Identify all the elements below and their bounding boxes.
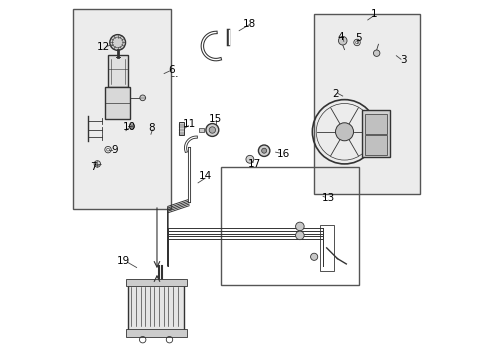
Circle shape (295, 222, 304, 231)
Circle shape (205, 123, 218, 136)
Text: 11: 11 (182, 119, 195, 129)
Bar (179, 122, 184, 135)
Text: 18: 18 (243, 18, 256, 28)
Text: 15: 15 (209, 113, 222, 123)
Text: 17: 17 (247, 158, 261, 168)
Circle shape (140, 95, 145, 101)
Circle shape (94, 161, 101, 167)
Text: 9: 9 (111, 145, 118, 155)
Circle shape (295, 231, 304, 240)
Text: 14: 14 (198, 171, 211, 181)
Text: 4: 4 (337, 32, 344, 42)
Bar (319, 225, 333, 271)
Text: 7: 7 (89, 162, 96, 172)
Bar (73, 9, 171, 208)
Bar (125, 329, 186, 337)
Circle shape (261, 148, 266, 153)
Circle shape (338, 36, 346, 45)
Text: 19: 19 (117, 256, 130, 266)
Circle shape (110, 35, 125, 50)
Text: 3: 3 (399, 55, 406, 65)
Bar (105, 87, 130, 119)
Text: 16: 16 (276, 149, 289, 159)
Bar (198, 128, 203, 132)
Text: 8: 8 (148, 123, 155, 133)
Text: 2: 2 (332, 89, 338, 99)
Bar (221, 167, 358, 285)
Text: 13: 13 (321, 193, 334, 203)
Bar (365, 114, 386, 134)
Text: 10: 10 (122, 122, 136, 132)
Circle shape (373, 50, 379, 57)
Circle shape (258, 145, 269, 157)
Bar (361, 111, 389, 157)
Circle shape (209, 127, 215, 133)
Bar (125, 279, 186, 287)
Text: 6: 6 (167, 65, 174, 75)
Bar (128, 280, 183, 336)
Bar (313, 14, 419, 194)
Circle shape (310, 253, 317, 260)
Text: 5: 5 (354, 33, 361, 43)
Bar (108, 55, 127, 87)
Text: 12: 12 (97, 42, 110, 52)
Bar (365, 135, 386, 155)
Text: 1: 1 (370, 9, 376, 19)
Circle shape (335, 123, 353, 141)
Circle shape (245, 156, 253, 163)
